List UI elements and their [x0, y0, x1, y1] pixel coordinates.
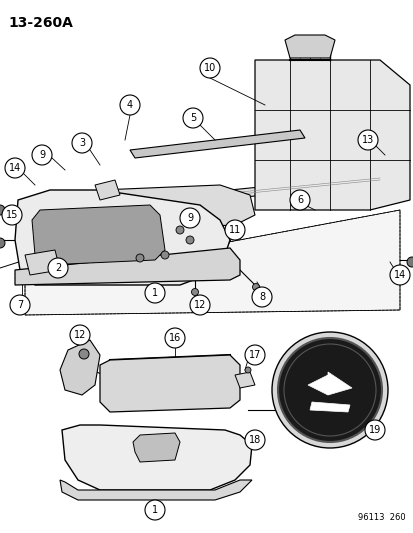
Circle shape — [32, 145, 52, 165]
Text: 16: 16 — [169, 333, 181, 343]
Circle shape — [357, 130, 377, 150]
Circle shape — [185, 236, 194, 244]
Polygon shape — [235, 372, 254, 388]
Text: 4: 4 — [127, 100, 133, 110]
Circle shape — [79, 349, 89, 359]
Text: 9: 9 — [39, 150, 45, 160]
Circle shape — [244, 367, 250, 373]
Polygon shape — [15, 248, 240, 285]
Polygon shape — [327, 372, 351, 395]
Text: 17: 17 — [248, 350, 261, 360]
Circle shape — [0, 238, 5, 248]
Circle shape — [277, 338, 381, 442]
Text: 6: 6 — [296, 195, 302, 205]
Polygon shape — [95, 180, 120, 200]
Polygon shape — [133, 433, 180, 462]
Polygon shape — [15, 190, 230, 285]
Polygon shape — [25, 210, 399, 315]
Circle shape — [10, 295, 30, 315]
Text: 14: 14 — [9, 163, 21, 173]
Polygon shape — [60, 480, 252, 500]
Circle shape — [180, 208, 199, 228]
Circle shape — [364, 420, 384, 440]
Circle shape — [199, 58, 219, 78]
Circle shape — [252, 287, 271, 307]
Polygon shape — [25, 250, 60, 275]
Circle shape — [70, 325, 90, 345]
Text: 9: 9 — [187, 213, 192, 223]
Circle shape — [72, 133, 92, 153]
Text: 1: 1 — [152, 288, 158, 298]
Circle shape — [244, 345, 264, 365]
Polygon shape — [90, 185, 254, 230]
Polygon shape — [307, 375, 327, 395]
Circle shape — [0, 205, 5, 215]
Polygon shape — [180, 175, 384, 203]
Polygon shape — [62, 425, 252, 490]
Circle shape — [136, 254, 144, 262]
Text: 12: 12 — [193, 300, 206, 310]
Text: 96113  260: 96113 260 — [358, 513, 405, 522]
Text: 15: 15 — [6, 210, 18, 220]
Circle shape — [5, 158, 25, 178]
Text: 11: 11 — [228, 225, 240, 235]
Polygon shape — [284, 35, 334, 58]
Circle shape — [224, 220, 244, 240]
Text: 18: 18 — [248, 435, 261, 445]
Text: 10: 10 — [203, 63, 216, 73]
Text: 5: 5 — [190, 113, 196, 123]
Circle shape — [406, 257, 413, 267]
Text: 13-260A: 13-260A — [8, 16, 73, 30]
Polygon shape — [130, 130, 304, 158]
Text: 12: 12 — [74, 330, 86, 340]
Text: 13: 13 — [361, 135, 373, 145]
Circle shape — [191, 288, 198, 295]
Circle shape — [145, 500, 165, 520]
Circle shape — [244, 430, 264, 450]
Circle shape — [145, 283, 165, 303]
Polygon shape — [309, 402, 349, 412]
Polygon shape — [100, 355, 240, 412]
Circle shape — [252, 284, 259, 290]
Circle shape — [183, 108, 202, 128]
Text: 2: 2 — [55, 263, 61, 273]
Circle shape — [389, 265, 409, 285]
Text: 1: 1 — [152, 505, 158, 515]
Text: 7: 7 — [17, 300, 23, 310]
Polygon shape — [254, 60, 409, 210]
Polygon shape — [60, 340, 100, 395]
Circle shape — [120, 95, 140, 115]
Circle shape — [176, 226, 183, 234]
Circle shape — [2, 205, 22, 225]
Polygon shape — [32, 205, 165, 265]
Circle shape — [271, 332, 387, 448]
Text: 19: 19 — [368, 425, 380, 435]
Text: 3: 3 — [79, 138, 85, 148]
Circle shape — [289, 190, 309, 210]
Text: 14: 14 — [393, 270, 405, 280]
Circle shape — [48, 258, 68, 278]
Circle shape — [165, 328, 185, 348]
Text: 8: 8 — [258, 292, 264, 302]
Circle shape — [190, 295, 209, 315]
Circle shape — [161, 251, 169, 259]
